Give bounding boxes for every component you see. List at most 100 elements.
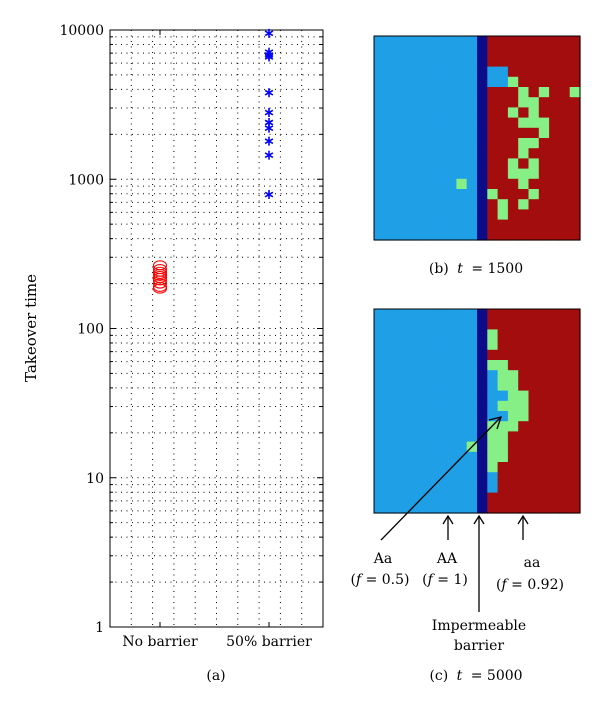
grid-cell xyxy=(374,370,385,381)
grid-cell xyxy=(559,390,571,402)
grid-cell xyxy=(559,462,571,473)
grid-cell xyxy=(425,451,437,463)
grid-cell xyxy=(487,46,499,57)
data-point-asterisk xyxy=(264,52,274,62)
grid-cell xyxy=(497,431,509,443)
grid-cell xyxy=(559,309,571,320)
grid-cell xyxy=(518,66,530,78)
grid-cell xyxy=(435,148,447,159)
grid-cell xyxy=(528,421,540,432)
grid-cell xyxy=(435,339,447,351)
grid-cell xyxy=(549,349,560,361)
grid-cell xyxy=(497,482,509,494)
grid-cell xyxy=(518,400,530,412)
grid-cell xyxy=(477,148,488,159)
label-AA-f: (f = 1) xyxy=(422,572,468,588)
grid-cell xyxy=(435,117,447,129)
data-point-asterisk xyxy=(264,123,274,133)
grid-cell xyxy=(415,380,427,392)
grid-cell xyxy=(559,56,571,68)
grid-cell xyxy=(528,472,540,483)
grid-cell xyxy=(466,390,478,402)
grid-cell xyxy=(569,56,581,68)
grid-cell xyxy=(456,370,468,381)
grid-cell xyxy=(569,421,581,432)
grid-cell xyxy=(559,339,571,351)
grid-cell xyxy=(384,209,396,221)
grid-cell xyxy=(466,319,478,330)
grid-cell xyxy=(384,178,396,190)
grid-cell xyxy=(487,87,499,98)
grid-cell xyxy=(456,441,468,453)
grid-cell xyxy=(549,117,560,129)
grid-cell xyxy=(415,229,427,241)
grid-cell xyxy=(466,349,478,361)
grid-cell xyxy=(559,148,571,159)
grid-cell xyxy=(435,482,447,494)
grid-cell xyxy=(415,189,427,200)
arrow-Aa xyxy=(380,417,501,541)
grid-cell xyxy=(569,400,581,412)
grid-cell xyxy=(528,148,540,159)
grid-cell xyxy=(425,178,437,190)
grid-cell xyxy=(466,380,478,392)
grid-cell xyxy=(538,46,550,57)
grid-cell xyxy=(497,349,509,361)
grid-cell xyxy=(538,148,550,159)
grid-cell xyxy=(415,482,427,494)
grid-cell xyxy=(466,482,478,494)
grid-cell xyxy=(435,36,447,47)
grid-cell xyxy=(425,97,437,108)
grid-cell xyxy=(456,472,468,483)
grid-cell xyxy=(569,219,581,231)
grid-cell xyxy=(425,462,437,473)
grid-cell xyxy=(569,431,581,443)
grid-cell xyxy=(456,189,468,200)
grid-cell xyxy=(466,360,478,371)
grid-cell xyxy=(374,349,385,361)
grid-cell xyxy=(374,502,385,514)
grid-cell xyxy=(559,380,571,392)
grid-cell xyxy=(374,462,385,473)
grid-cell xyxy=(497,46,509,57)
grid-cell xyxy=(466,158,478,170)
grid-cell xyxy=(394,309,406,320)
grid-cell xyxy=(374,46,385,57)
grid-cell xyxy=(384,36,396,47)
grid-cell xyxy=(487,482,499,494)
caption-value: = 1500 xyxy=(471,261,523,277)
grid-cell xyxy=(487,127,499,139)
y-tick-label: 100 xyxy=(77,322,104,338)
grid-cell xyxy=(374,472,385,483)
grid-cell xyxy=(549,199,560,210)
grid-cell xyxy=(425,421,437,432)
grid-cell xyxy=(569,472,581,483)
grid-cell xyxy=(456,502,468,514)
annotation-arrows xyxy=(380,416,529,612)
grid-cell xyxy=(446,87,457,98)
grid-cell xyxy=(507,319,519,330)
grid-cell xyxy=(466,229,478,241)
grid-cell xyxy=(384,370,396,381)
grid-cell xyxy=(538,209,550,221)
grid-cell xyxy=(404,66,416,78)
grid-cell xyxy=(538,502,550,514)
grid-cell xyxy=(384,199,396,210)
grid-cell xyxy=(559,117,571,129)
grid-cell xyxy=(497,462,509,473)
grid-cell xyxy=(456,492,468,504)
grid-cell xyxy=(456,36,468,47)
grid-cell xyxy=(549,390,560,402)
grid-cell xyxy=(374,168,385,180)
grid-cell xyxy=(477,127,488,139)
grid-cell xyxy=(538,189,550,200)
grid-cell xyxy=(394,158,406,170)
grid-cell xyxy=(415,390,427,402)
grid-cell xyxy=(384,46,396,57)
grid-cell xyxy=(404,229,416,241)
grid xyxy=(110,30,323,627)
grid-cell xyxy=(466,117,478,129)
grid-cell xyxy=(374,329,385,341)
grid-cell xyxy=(435,329,447,341)
grid-cell xyxy=(456,421,468,432)
